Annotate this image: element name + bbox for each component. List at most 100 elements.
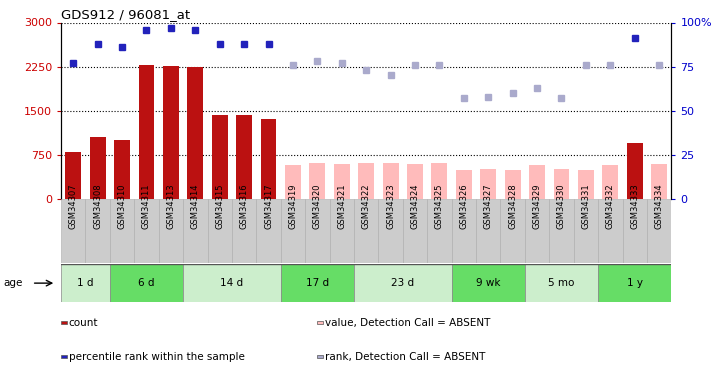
Text: GSM34333: GSM34333	[630, 184, 639, 230]
Bar	[232, 199, 256, 262]
Bar	[358, 163, 374, 199]
Bar	[114, 140, 130, 199]
Text: GSM34311: GSM34311	[142, 184, 151, 230]
Text: count: count	[69, 318, 98, 328]
Bar	[159, 199, 183, 262]
Bar	[85, 199, 110, 262]
Text: GSM34325: GSM34325	[435, 184, 444, 230]
Bar	[623, 199, 647, 262]
Bar	[598, 199, 623, 262]
Bar	[407, 164, 423, 199]
Bar	[354, 199, 378, 262]
Bar	[330, 199, 354, 262]
Text: GSM34321: GSM34321	[337, 184, 346, 230]
Text: GSM34317: GSM34317	[264, 184, 273, 230]
Bar	[309, 163, 325, 199]
Bar	[183, 199, 208, 262]
Bar	[432, 163, 447, 199]
Bar	[602, 165, 618, 199]
Text: GSM34323: GSM34323	[386, 184, 395, 230]
Text: GSM34316: GSM34316	[240, 184, 248, 230]
Bar	[578, 170, 594, 199]
Text: rank, Detection Call = ABSENT: rank, Detection Call = ABSENT	[325, 352, 485, 362]
Bar	[317, 321, 323, 324]
Text: GSM34331: GSM34331	[582, 184, 590, 230]
Bar	[256, 199, 281, 262]
Bar	[281, 199, 305, 262]
Bar	[187, 67, 203, 199]
Text: percentile rank within the sample: percentile rank within the sample	[69, 352, 245, 362]
Text: GSM34307: GSM34307	[69, 184, 78, 230]
Bar	[647, 199, 671, 262]
Text: GSM34320: GSM34320	[313, 184, 322, 230]
Bar	[480, 169, 496, 199]
Bar	[317, 355, 323, 358]
Bar	[281, 264, 354, 302]
Text: GSM34314: GSM34314	[191, 184, 200, 230]
Bar	[139, 65, 154, 199]
Bar	[378, 199, 403, 262]
Bar	[525, 199, 549, 262]
Bar	[212, 115, 228, 199]
Text: 1 d: 1 d	[78, 278, 93, 288]
Text: GSM34329: GSM34329	[533, 184, 541, 230]
Text: GSM34319: GSM34319	[289, 184, 297, 230]
Bar	[403, 199, 427, 262]
Text: GSM34322: GSM34322	[362, 184, 370, 230]
Text: 5 mo: 5 mo	[549, 278, 574, 288]
Bar	[452, 264, 525, 302]
Text: value, Detection Call = ABSENT: value, Detection Call = ABSENT	[325, 318, 490, 328]
Bar	[110, 264, 183, 302]
Text: GSM34327: GSM34327	[484, 184, 493, 230]
Bar	[65, 152, 81, 199]
Text: 9 wk: 9 wk	[476, 278, 500, 288]
Bar	[427, 199, 452, 262]
Bar	[500, 199, 525, 262]
Bar	[383, 163, 398, 199]
Bar	[651, 164, 667, 199]
Bar	[354, 264, 452, 302]
Text: GSM34328: GSM34328	[508, 184, 517, 230]
Bar	[476, 199, 500, 262]
Bar	[61, 264, 110, 302]
Bar	[261, 119, 276, 199]
Bar	[183, 264, 281, 302]
Bar	[598, 264, 671, 302]
Bar	[529, 165, 545, 199]
Text: 14 d: 14 d	[220, 278, 243, 288]
Text: GSM34313: GSM34313	[167, 184, 175, 230]
Bar	[574, 199, 598, 262]
Bar	[285, 165, 301, 199]
Bar	[505, 170, 521, 199]
Text: 6 d: 6 d	[139, 278, 154, 288]
Bar	[110, 199, 134, 262]
Bar	[236, 115, 252, 199]
Text: GSM34310: GSM34310	[118, 184, 126, 230]
Bar	[208, 199, 232, 262]
Bar	[627, 143, 643, 199]
Text: 1 y: 1 y	[627, 278, 643, 288]
Bar	[549, 199, 574, 262]
Bar	[456, 170, 472, 199]
Text: 17 d: 17 d	[306, 278, 329, 288]
Bar	[334, 164, 350, 199]
Bar	[452, 199, 476, 262]
Text: GSM34315: GSM34315	[215, 184, 224, 230]
Text: 23 d: 23 d	[391, 278, 414, 288]
Text: GDS912 / 96081_at: GDS912 / 96081_at	[61, 8, 190, 21]
Bar	[61, 321, 67, 324]
Bar	[134, 199, 159, 262]
Bar	[61, 355, 67, 358]
Bar	[90, 137, 106, 199]
Text: GSM34308: GSM34308	[93, 184, 102, 230]
Bar	[554, 169, 569, 199]
Text: GSM34334: GSM34334	[655, 184, 663, 230]
Text: GSM34332: GSM34332	[606, 184, 615, 230]
Bar	[305, 199, 330, 262]
Text: age: age	[3, 278, 22, 288]
Bar	[525, 264, 598, 302]
Text: GSM34330: GSM34330	[557, 184, 566, 230]
Text: GSM34324: GSM34324	[411, 184, 419, 230]
Bar	[163, 66, 179, 199]
Text: GSM34326: GSM34326	[460, 184, 468, 230]
